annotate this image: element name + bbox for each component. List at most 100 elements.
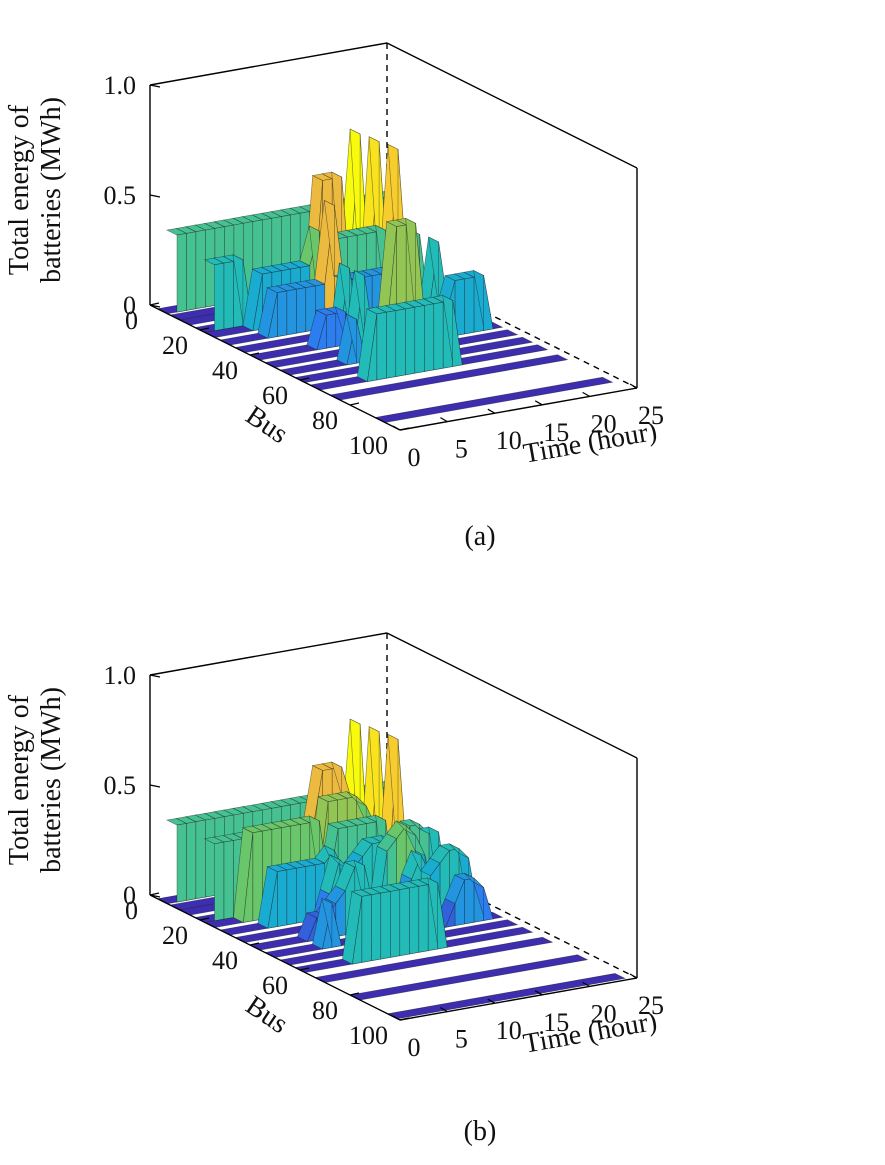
z-axis-label: batteries (MWh) [36, 687, 67, 873]
ribbon-front [214, 841, 225, 922]
ribbon-front [286, 288, 297, 336]
x-tick-label: 5 [455, 1025, 468, 1054]
ribbon-front [380, 891, 391, 960]
surface-ribbons [156, 718, 626, 1020]
panel-label: (a) [464, 521, 495, 552]
x-tick [534, 990, 543, 996]
y-tick-label: 80 [312, 406, 338, 435]
x-tick [440, 417, 448, 423]
surface-ribbons [156, 128, 614, 423]
y-tick-label: 60 [262, 381, 288, 410]
y-tick [249, 942, 260, 946]
ribbon-front [205, 818, 216, 898]
x-tick-label: 5 [455, 435, 468, 464]
y-tick-label: 60 [262, 971, 288, 1000]
ribbon-front [433, 301, 444, 371]
y-tick [299, 967, 310, 971]
z-axis-label: Total energy of [4, 694, 35, 865]
x-tick-label: 25 [638, 401, 664, 430]
y-axis-line [149, 894, 401, 1021]
ribbon-front [376, 311, 387, 381]
y-tick [299, 377, 310, 381]
ribbon-front [464, 276, 475, 335]
ribbon-front [277, 869, 288, 927]
ribbon-front [186, 231, 197, 311]
z-tick-label: 0 [123, 291, 136, 320]
top-back-edge [149, 42, 388, 86]
x-tick [440, 1007, 448, 1013]
ribbon-front [277, 290, 288, 337]
x-tick [487, 408, 496, 414]
x-tick-label: 20 [591, 999, 617, 1028]
ribbon-floor [386, 973, 626, 1020]
y-tick [249, 352, 260, 356]
ribbon-front [389, 889, 401, 958]
ribbon-front [452, 300, 463, 367]
ribbon-front [483, 887, 494, 921]
y-tick-label: 100 [349, 1021, 388, 1050]
ribbon-front [423, 303, 435, 372]
bus-ribbon [386, 973, 626, 1020]
ribbon-front [404, 306, 416, 376]
z-tick-label: 0.5 [104, 771, 137, 800]
x-tick [487, 998, 496, 1004]
z-axis-label: batteries (MWh) [36, 97, 67, 283]
x-tick [534, 400, 543, 406]
ribbon-front [437, 882, 448, 950]
ribbon-front [223, 261, 234, 330]
z-tick-label: 0 [123, 881, 136, 910]
y-tick [349, 402, 360, 406]
x-axis-line [399, 387, 638, 431]
z-tick-label: 1.0 [104, 71, 137, 100]
top-right-edge [386, 42, 638, 169]
z-tick-label: 1.0 [104, 661, 137, 690]
x-tick [629, 383, 638, 389]
y-tick-label: 20 [162, 921, 188, 950]
ribbon-front [214, 262, 225, 332]
ribbon-front [195, 229, 206, 310]
y-tick-label: 40 [212, 946, 238, 975]
y-tick-label: 80 [312, 996, 338, 1025]
x-tick-label: 0 [408, 1033, 421, 1062]
y-tick [199, 917, 210, 921]
y-tick [349, 992, 360, 996]
y-tick [149, 302, 160, 306]
ribbon-front [296, 866, 307, 924]
z-axis-label: Total energy of [4, 104, 35, 275]
x-tick-label: 25 [638, 991, 664, 1020]
ribbon-front [223, 840, 234, 920]
y-axis-line [149, 304, 401, 431]
ribbon-front [386, 310, 397, 379]
y-tick [199, 327, 210, 331]
ribbon-front [483, 275, 494, 331]
ribbon-front [296, 287, 307, 334]
ribbon-front [418, 884, 429, 953]
top-back-edge [149, 632, 388, 676]
y-tick [399, 1017, 410, 1021]
z-tick [149, 674, 161, 678]
ribbon-front [176, 233, 187, 313]
x-tick-label: 15 [543, 418, 569, 447]
ribbon-front [286, 867, 297, 926]
z-tick [149, 194, 161, 198]
x-tick [392, 1015, 401, 1021]
y-tick-label: 0 [125, 896, 138, 925]
top-right-edge [386, 632, 638, 759]
z-tick [149, 784, 161, 788]
ribbon-front [395, 308, 406, 377]
z-tick-label: 0.5 [104, 181, 137, 210]
x-tick [392, 425, 401, 431]
x-tick-label: 10 [496, 1016, 522, 1045]
z-tick [149, 894, 161, 898]
x-tick [582, 391, 590, 397]
ribbon-front [176, 823, 187, 903]
ribbon-front [371, 892, 382, 962]
y-tick-label: 40 [212, 356, 238, 385]
ribbon-front [331, 903, 342, 948]
z-tick [149, 304, 161, 308]
x-tick-label: 20 [591, 409, 617, 438]
z-tick [149, 84, 161, 88]
ribbon-front [464, 877, 475, 925]
